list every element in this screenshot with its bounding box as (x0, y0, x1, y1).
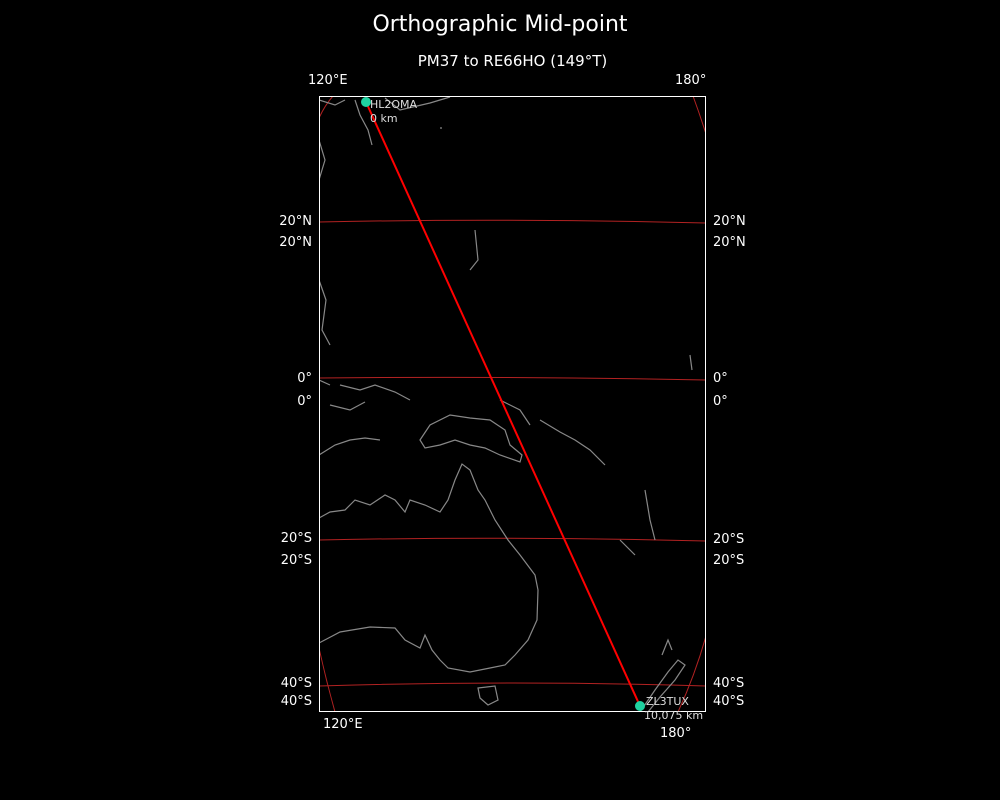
lat-label-left-20n: 20°N (279, 214, 312, 229)
coast-new-zealand (639, 638, 686, 712)
lat-label-right-20s: 20°S (713, 532, 745, 547)
station-label-start: HL2OMA (370, 98, 418, 111)
parallel-40s (319, 682, 706, 687)
graticule (319, 96, 706, 712)
lat-label-right-0-2: 0° (713, 394, 728, 409)
parallel-20s (319, 537, 706, 542)
meridian-120e-bottom (319, 647, 336, 712)
lat-label-left-0: 0° (297, 371, 312, 386)
station-marker-start (361, 97, 371, 107)
meridian-180-bottom (677, 635, 706, 712)
figure-title: Orthographic Mid-point (372, 12, 628, 37)
lon-label-bottom-120e: 120°E (323, 717, 363, 732)
lat-label-right-20s-2: 20°S (713, 553, 745, 568)
coast-tasmania (477, 685, 499, 706)
lat-label-left-20n-2: 20°N (279, 235, 312, 250)
coast-islands (469, 229, 693, 556)
parallel-20n (319, 219, 706, 224)
lat-label-right-40s: 40°S (713, 676, 745, 691)
lon-label-bottom-180: 180° (660, 726, 692, 741)
lat-label-left-20s-2: 20°S (280, 553, 312, 568)
coast-new-guinea (419, 414, 523, 463)
coast-indonesia (319, 139, 411, 456)
lon-label-top-120e: 120°E (308, 73, 348, 88)
great-circle-path (365, 101, 641, 707)
lat-label-right-20n: 20°N (713, 214, 746, 229)
coast-japan-korea (319, 96, 451, 146)
coastlines (319, 96, 693, 712)
lat-label-right-40s-2: 40°S (713, 694, 745, 709)
station-distance-start: 0 km (370, 112, 398, 125)
meridian-120e (319, 96, 334, 119)
lat-label-left-0-2: 0° (297, 394, 312, 409)
figure-subtitle: PM37 to RE66HO (149°T) (417, 52, 608, 70)
map-frame (319, 96, 706, 712)
lat-label-left-20s: 20°S (280, 531, 312, 546)
lat-label-left-40s-2: 40°S (280, 694, 312, 709)
station-marker-end (635, 701, 645, 711)
meridian-180 (692, 96, 706, 135)
lat-label-right-0: 0° (713, 371, 728, 386)
station-distance-end: 10,075 km (644, 709, 704, 722)
coast-australia (319, 463, 539, 673)
parallel-0 (319, 376, 706, 381)
lat-label-left-40s: 40°S (280, 676, 312, 691)
lat-label-right-20n-2: 20°N (713, 235, 746, 250)
station-label-end: ZL3TUX (646, 695, 689, 708)
lon-label-top-180: 180° (675, 73, 707, 88)
